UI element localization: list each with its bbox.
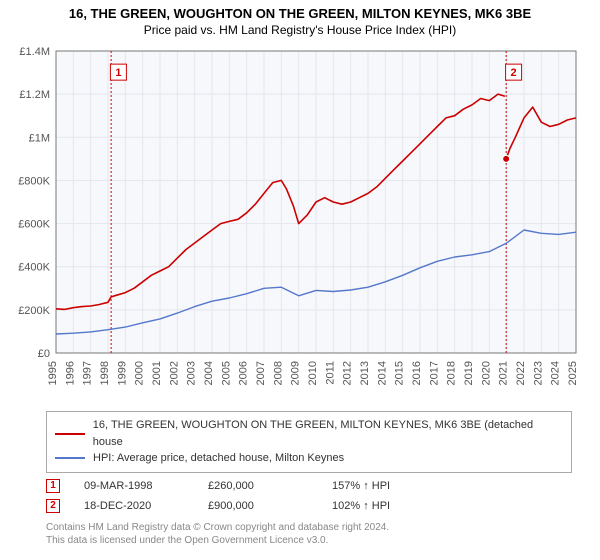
svg-text:£0: £0 — [38, 348, 50, 360]
svg-text:1996: 1996 — [64, 361, 76, 385]
svg-text:1995: 1995 — [47, 361, 59, 385]
sale-row: 2 18-DEC-2020 £900,000 102% ↑ HPI — [46, 499, 572, 513]
svg-text:2014: 2014 — [376, 361, 388, 385]
page-title: 16, THE GREEN, WOUGHTON ON THE GREEN, MI… — [8, 6, 592, 21]
svg-text:2013: 2013 — [359, 361, 371, 385]
svg-text:2011: 2011 — [324, 361, 336, 385]
legend-swatch — [55, 433, 85, 435]
svg-text:2020: 2020 — [480, 361, 492, 385]
svg-text:2003: 2003 — [186, 361, 198, 385]
svg-text:2015: 2015 — [394, 361, 406, 385]
svg-text:2012: 2012 — [342, 361, 354, 385]
svg-text:2017: 2017 — [428, 361, 440, 385]
svg-text:2000: 2000 — [134, 361, 146, 385]
svg-text:2016: 2016 — [411, 361, 423, 385]
svg-text:2009: 2009 — [290, 361, 302, 385]
footer-attribution: Contains HM Land Registry data © Crown c… — [46, 521, 572, 548]
sale-pct: 102% ↑ HPI — [332, 500, 432, 512]
svg-text:1997: 1997 — [82, 361, 94, 385]
svg-text:2007: 2007 — [255, 361, 267, 385]
svg-text:2022: 2022 — [515, 361, 527, 385]
svg-text:£1.2M: £1.2M — [19, 89, 50, 101]
svg-text:£200K: £200K — [18, 305, 50, 317]
sales-table: 1 09-MAR-1998 £260,000 157% ↑ HPI 2 18-DEC-20… — [8, 479, 592, 513]
svg-text:£1.4M: £1.4M — [19, 46, 50, 58]
svg-text:2024: 2024 — [550, 361, 562, 385]
svg-text:2002: 2002 — [168, 361, 180, 385]
svg-text:2021: 2021 — [498, 361, 510, 385]
svg-text:1998: 1998 — [99, 361, 111, 385]
legend-label: 16, THE GREEN, WOUGHTON ON THE GREEN, MI… — [93, 417, 563, 450]
svg-text:2010: 2010 — [307, 361, 319, 385]
svg-text:£600K: £600K — [18, 219, 50, 231]
chart: £0 £200K £400K £600K £800K £1M £1.2M £1.4M 1995 1… — [8, 43, 592, 403]
legend: 16, THE GREEN, WOUGHTON ON THE GREEN, MI… — [46, 411, 572, 473]
chart-container: 16, THE GREEN, WOUGHTON ON THE GREEN, MI… — [0, 0, 600, 556]
svg-text:1: 1 — [115, 67, 121, 79]
sale-price: £900,000 — [208, 500, 308, 512]
svg-text:2004: 2004 — [203, 361, 215, 385]
svg-text:1999: 1999 — [116, 361, 128, 385]
footer-line: This data is licensed under the Open Gov… — [46, 534, 572, 548]
svg-text:2019: 2019 — [463, 361, 475, 385]
svg-text:£400K: £400K — [18, 262, 50, 274]
sale-price: £260,000 — [208, 480, 308, 492]
svg-text:2005: 2005 — [220, 361, 232, 385]
sale-marker: 2 — [46, 499, 60, 513]
svg-text:2006: 2006 — [238, 361, 250, 385]
svg-text:2008: 2008 — [272, 361, 284, 385]
legend-item: HPI: Average price, detached house, Milt… — [55, 450, 563, 467]
svg-text:2001: 2001 — [151, 361, 163, 385]
legend-label: HPI: Average price, detached house, Milt… — [93, 450, 344, 467]
svg-text:2025: 2025 — [567, 361, 579, 385]
sale-date: 09-MAR-1998 — [84, 480, 184, 492]
footer-line: Contains HM Land Registry data © Crown c… — [46, 521, 572, 535]
svg-text:2018: 2018 — [446, 361, 458, 385]
sale-pct: 157% ↑ HPI — [332, 480, 432, 492]
line-chart-svg: £0 £200K £400K £600K £800K £1M £1.2M £1.4M 1995 1… — [8, 43, 592, 403]
legend-swatch — [55, 457, 85, 459]
legend-item: 16, THE GREEN, WOUGHTON ON THE GREEN, MI… — [55, 417, 563, 450]
svg-text:£1M: £1M — [29, 132, 50, 144]
sale-marker: 1 — [46, 479, 60, 493]
page-subtitle: Price paid vs. HM Land Registry's House … — [8, 23, 592, 37]
svg-text:2: 2 — [511, 67, 517, 79]
sale-row: 1 09-MAR-1998 £260,000 157% ↑ HPI — [46, 479, 572, 493]
sale-date: 18-DEC-2020 — [84, 500, 184, 512]
svg-text:2023: 2023 — [532, 361, 544, 385]
svg-text:£800K: £800K — [18, 175, 50, 187]
